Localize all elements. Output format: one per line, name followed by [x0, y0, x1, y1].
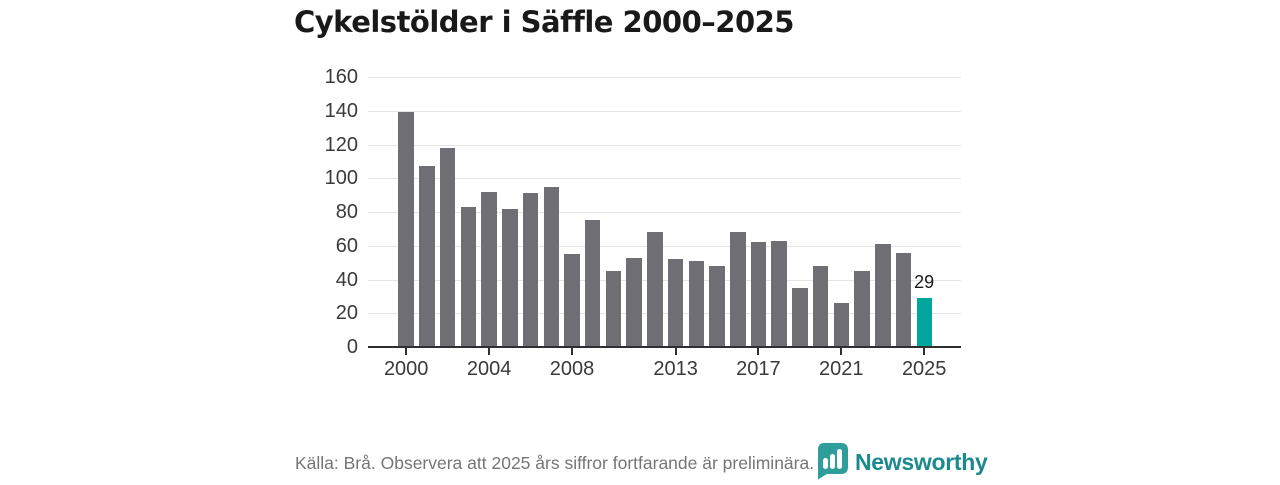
y-axis-tick-label: 140 [324, 99, 358, 122]
bar-highlight-2025 [916, 298, 932, 347]
x-axis-tick-label: 2025 [901, 358, 947, 380]
bar [771, 240, 787, 347]
y-gridline [368, 110, 961, 112]
bar [812, 266, 829, 347]
bar [502, 208, 518, 347]
x-axis-tick [923, 348, 926, 355]
x-axis-tick [757, 348, 760, 355]
x-axis-tick-label: 2008 [549, 358, 595, 380]
bar [875, 244, 891, 347]
source-note: Källa: Brå. Observera att 2025 års siffr… [295, 453, 815, 473]
x-axis-tick-label: 2021 [819, 358, 864, 380]
y-gridline [368, 212, 961, 213]
x-axis-tick-label: 2017 [736, 358, 781, 380]
x-axis-tick [674, 348, 677, 355]
bar [854, 271, 870, 347]
bar [709, 266, 725, 347]
y-gridline [368, 77, 961, 78]
y-gridline [368, 144, 961, 146]
bar [481, 191, 497, 348]
y-axis-tick-label: 160 [324, 66, 358, 88]
x-axis-tick-label: 2013 [653, 358, 698, 380]
y-axis-tick-label: 0 [346, 336, 358, 358]
bar [833, 303, 850, 347]
bar [792, 287, 808, 347]
bar [543, 186, 559, 347]
bar [688, 260, 704, 347]
y-axis-tick-label: 20 [335, 302, 358, 325]
x-axis-tick [840, 348, 843, 355]
speech-bubble-bar-chart-icon [814, 441, 852, 485]
highlight-value-label: 29 [914, 272, 935, 293]
bar [564, 254, 580, 347]
y-gridline [368, 245, 961, 247]
bar [750, 242, 767, 347]
bar [667, 259, 684, 348]
x-axis-tick-label: 2004 [466, 358, 512, 380]
bar [460, 206, 477, 347]
bar [626, 257, 642, 347]
y-axis-tick-label: 40 [335, 268, 358, 291]
bar [730, 232, 746, 348]
bar [647, 232, 663, 348]
y-axis-tick-label: 60 [335, 234, 358, 257]
bar [419, 166, 435, 347]
y-axis-tick-label: 120 [324, 133, 358, 156]
y-gridline [368, 313, 961, 315]
brand-name: Newsworthy [855, 449, 988, 475]
x-axis-tick [405, 348, 408, 355]
y-gridline [368, 279, 961, 281]
chart-title: Cykelstölder i Säffle 2000–2025 [294, 5, 794, 39]
y-gridline [368, 178, 961, 180]
newsworthy-logo: Newsworthy [814, 441, 988, 485]
bar [522, 193, 539, 347]
y-axis-tick-label: 100 [324, 167, 358, 190]
bar [439, 147, 456, 347]
bar [605, 271, 622, 347]
x-axis-tick [571, 348, 573, 355]
x-axis-line [368, 346, 961, 348]
x-axis-tick [488, 348, 491, 355]
bar [895, 252, 912, 347]
bar [584, 220, 601, 347]
bar [398, 112, 414, 347]
y-axis-tick-label: 80 [335, 201, 358, 223]
x-axis-tick-label: 2000 [383, 358, 429, 380]
